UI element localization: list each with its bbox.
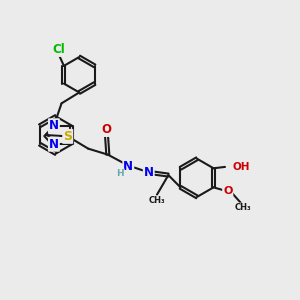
Text: O: O: [223, 186, 232, 196]
Text: O: O: [101, 123, 112, 136]
Text: N: N: [144, 167, 154, 179]
Text: OH: OH: [232, 162, 250, 172]
Text: Cl: Cl: [52, 43, 65, 56]
Text: CH₃: CH₃: [235, 203, 251, 212]
Text: S: S: [63, 130, 72, 143]
Text: N: N: [49, 119, 59, 132]
Text: N: N: [49, 138, 59, 151]
Text: CH₃: CH₃: [148, 196, 165, 205]
Text: N: N: [123, 160, 133, 172]
Text: H: H: [116, 169, 124, 178]
